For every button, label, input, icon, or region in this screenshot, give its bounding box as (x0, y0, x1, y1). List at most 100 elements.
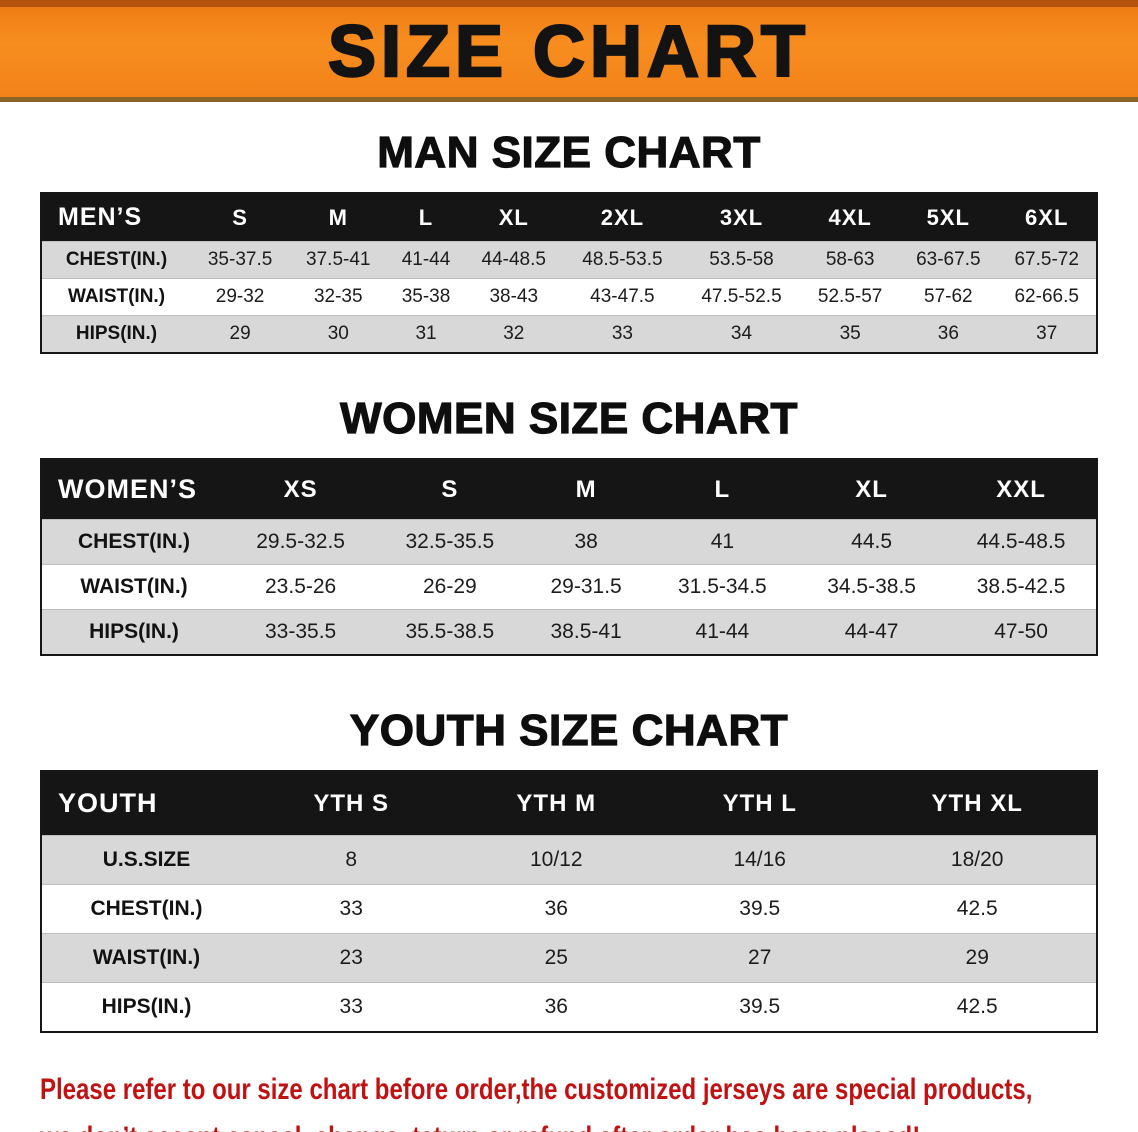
row-label: WAIST(IN.) (92, 946, 201, 969)
size-value-cell: 37.5-41 (306, 249, 371, 270)
size-column-header: YTH S (251, 771, 452, 836)
size-value-cell: 38.5-41 (550, 620, 622, 643)
size-value-cell: 34.5-38.5 (827, 575, 916, 598)
size-value-cell: 14/16 (733, 848, 786, 871)
size-chart-banner: SIZE CHART (0, 0, 1138, 102)
size-value-cell: 29-32 (215, 286, 265, 307)
size-value-cell: 44-48.5 (481, 249, 546, 270)
table-header-row: WOMEN’S XS S M L XL XXL (41, 459, 1097, 520)
table-row: CHEST(IN.) 35-37.5 37.5-41 41-44 44-48.5 48.5… (41, 241, 1097, 279)
men-section-heading: MAN SIZE CHART (377, 127, 761, 177)
table-row: HIPS(IN.) 33 36 39.5 42.5 (41, 982, 1097, 1032)
size-value-cell: 33-35.5 (265, 620, 337, 643)
row-label: U.S.SIZE (102, 848, 191, 871)
size-value-cell: 47-50 (994, 620, 1048, 643)
table-header-row: YOUTH YTH S YTH M YTH L YTH XL (41, 771, 1097, 836)
size-column-header: YTH L (661, 771, 859, 836)
row-label: CHEST(IN.) (65, 249, 168, 270)
size-value-cell: 48.5-53.5 (582, 249, 663, 270)
size-value-cell: 41-44 (695, 620, 750, 643)
size-value-cell: 42.5 (956, 897, 998, 920)
size-value-cell: 32 (503, 323, 525, 344)
size-value-cell: 38.5-42.5 (976, 575, 1066, 598)
size-column-header: XL (464, 193, 563, 242)
table-row: WAIST(IN.) 23 25 27 29 (41, 933, 1097, 983)
notice-line-2: we don’t accept cancel, change, teturn o… (40, 1119, 920, 1132)
table-row: U.S.SIZE 8 10/12 14/16 18/20 (41, 835, 1097, 885)
row-label: CHEST(IN.) (90, 897, 203, 920)
size-value-cell: 33 (339, 995, 363, 1018)
size-column-header: 5XL (899, 193, 998, 242)
size-column-header: L (647, 459, 797, 520)
size-column-header: 6XL (997, 193, 1097, 242)
men-size-section: MAN SIZE CHART MEN’S S M L XL 2XL 3XL 4XL 5XL 6XL… (0, 127, 1138, 354)
size-value-cell: 34 (730, 323, 753, 344)
size-column-header: XS (226, 459, 376, 520)
size-value-cell: 39.5 (739, 995, 781, 1018)
size-column-header: 2XL (562, 193, 682, 242)
men-size-table: MEN’S S M L XL 2XL 3XL 4XL 5XL 6XL CHEST(IN.) 35-37… (40, 192, 1098, 354)
table-row: WAIST(IN.) 29-32 32-35 35-38 38-43 43-47.5 47.… (41, 278, 1097, 316)
size-column-header: M (289, 193, 388, 242)
banner-title: SIZE CHART (327, 12, 810, 92)
size-value-cell: 33 (611, 323, 633, 344)
size-value-cell: 32.5-35.5 (405, 530, 495, 553)
size-value-cell: 62-66.5 (1014, 286, 1079, 307)
row-label: WAIST(IN.) (67, 286, 166, 307)
size-column-header: 3XL (681, 193, 802, 242)
women-section-heading: WOMEN SIZE CHART (340, 393, 798, 443)
size-value-cell: 31.5-34.5 (678, 575, 767, 598)
youth-section-heading: YOUTH SIZE CHART (349, 705, 789, 755)
youth-size-section: YOUTH SIZE CHART YOUTH YTH S YTH M YTH L YTH… (0, 705, 1138, 1033)
size-value-cell: 57-62 (924, 286, 973, 307)
size-value-cell: 18/20 (950, 848, 1004, 871)
size-value-cell: 27 (748, 946, 772, 969)
size-value-cell: 8 (345, 848, 358, 871)
table-row: CHEST(IN.) 29.5-32.5 32.5-35.5 38 41 44.5 44.5… (41, 519, 1097, 565)
size-column-header: YTH XL (858, 771, 1097, 836)
size-value-cell: 23 (339, 946, 363, 969)
size-column-header: XXL (946, 459, 1097, 520)
row-label: HIPS(IN.) (101, 995, 192, 1018)
size-value-cell: 67.5-72 (1014, 249, 1079, 270)
size-value-cell: 44.5 (851, 530, 893, 553)
size-value-cell: 32-35 (313, 286, 363, 307)
size-value-cell: 23.5-26 (265, 575, 337, 598)
size-value-cell: 38-43 (489, 286, 539, 307)
size-value-cell: 43-47.5 (590, 286, 655, 307)
row-label: HIPS(IN.) (89, 620, 179, 643)
size-value-cell: 58-63 (825, 249, 875, 270)
row-label: HIPS(IN.) (75, 323, 158, 344)
size-column-header: S (375, 459, 525, 520)
table-row: CHEST(IN.) 33 36 39.5 42.5 (41, 884, 1097, 934)
size-value-cell: 29 (229, 323, 251, 344)
table-row: HIPS(IN.) 33-35.5 35.5-38.5 38.5-41 41-44 44-… (41, 609, 1097, 655)
size-value-cell: 53.5-58 (709, 249, 774, 270)
size-value-cell: 36 (937, 323, 959, 344)
table-corner-label: MEN’S (41, 193, 191, 242)
size-value-cell: 29 (965, 946, 989, 969)
size-column-header: M (524, 459, 648, 520)
size-value-cell: 36 (544, 995, 568, 1018)
table-header-row: MEN’S S M L XL 2XL 3XL 4XL 5XL 6XL (41, 193, 1097, 242)
size-value-cell: 44-47 (844, 620, 899, 643)
size-value-cell: 35-38 (401, 286, 451, 307)
table-corner-label: YOUTH (41, 771, 251, 836)
youth-size-table: YOUTH YTH S YTH M YTH L YTH XL U.S.SIZE 8 10/12… (40, 770, 1098, 1033)
women-size-section: WOMEN SIZE CHART WOMEN’S XS S M L XL XXL CHEST(… (0, 393, 1138, 656)
table-row: HIPS(IN.) 29 30 31 32 33 34 35 36 37 (41, 315, 1097, 353)
size-value-cell: 36 (544, 897, 568, 920)
size-value-cell: 35-37.5 (207, 249, 273, 270)
size-column-header: S (191, 193, 290, 242)
size-column-header: L (387, 193, 465, 242)
size-value-cell: 33 (339, 897, 363, 920)
size-value-cell: 42.5 (956, 995, 998, 1018)
size-value-cell: 29.5-32.5 (256, 530, 345, 553)
size-value-cell: 47.5-52.5 (701, 286, 782, 307)
order-policy-notice: Please refer to our size chart before or… (40, 1071, 1138, 1132)
size-value-cell: 35.5-38.5 (405, 620, 495, 643)
table-row: WAIST(IN.) 23.5-26 26-29 29-31.5 31.5-34.5 34… (41, 564, 1097, 610)
size-value-cell: 63-67.5 (916, 249, 981, 270)
row-label: WAIST(IN.) (80, 575, 188, 598)
